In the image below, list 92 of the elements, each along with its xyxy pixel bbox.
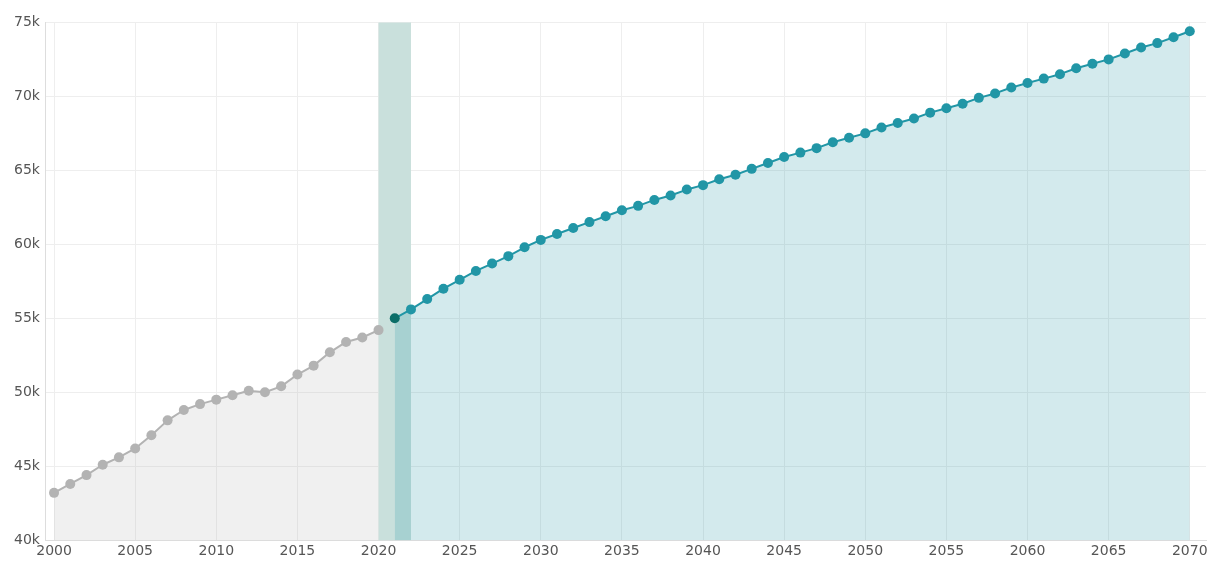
y-tick-label: 75k — [14, 13, 41, 30]
point — [827, 137, 838, 148]
point — [892, 118, 903, 128]
point — [730, 169, 741, 180]
point — [487, 258, 498, 269]
point — [438, 283, 449, 294]
point — [779, 152, 790, 163]
point — [1184, 26, 1195, 37]
point — [259, 387, 270, 398]
point — [568, 223, 579, 234]
point — [633, 200, 644, 211]
point — [681, 184, 692, 195]
point — [178, 405, 189, 416]
point — [1119, 48, 1130, 59]
point — [584, 217, 595, 228]
point — [1071, 63, 1082, 74]
point — [276, 381, 287, 392]
point — [795, 147, 806, 158]
point — [860, 128, 871, 139]
point — [1136, 42, 1147, 53]
point — [49, 487, 60, 498]
x-tick-label: 2025 — [441, 542, 478, 559]
point — [113, 452, 124, 463]
point — [454, 274, 465, 285]
point — [762, 157, 773, 168]
point — [503, 251, 514, 262]
point — [714, 174, 725, 185]
point — [616, 205, 627, 216]
point — [876, 122, 887, 133]
point — [519, 242, 530, 253]
point — [324, 347, 335, 358]
point — [600, 211, 611, 222]
point — [146, 430, 157, 441]
point — [211, 394, 222, 405]
point — [405, 304, 416, 315]
x-tick-label: 2070 — [1171, 542, 1208, 559]
point — [97, 459, 108, 470]
x-tick-label: 2060 — [1009, 542, 1046, 559]
y-tick-label: 60k — [14, 234, 41, 251]
y-tick-label: 65k — [14, 160, 41, 177]
point — [844, 132, 855, 143]
point — [665, 190, 676, 201]
point — [389, 313, 400, 324]
point — [746, 163, 757, 174]
point — [470, 265, 481, 276]
x-tick-label: 2005 — [117, 542, 153, 559]
x-tick-label: 2035 — [604, 542, 640, 559]
point — [308, 360, 319, 371]
x-tick-label: 2030 — [522, 542, 559, 559]
y-tick-label: 45k — [14, 456, 41, 473]
x-tick-label: 2055 — [928, 542, 965, 559]
point — [81, 470, 92, 481]
point — [811, 143, 822, 154]
point — [925, 107, 936, 118]
point — [130, 443, 141, 454]
x-tick-label: 2010 — [198, 542, 235, 559]
point — [941, 103, 952, 114]
point — [973, 92, 984, 103]
point — [1152, 38, 1163, 49]
point — [357, 332, 368, 343]
x-tick-label: 2050 — [847, 542, 884, 559]
point — [1006, 82, 1017, 93]
point — [243, 385, 254, 396]
point — [422, 294, 433, 305]
y-tick-label: 55k — [14, 308, 41, 325]
point — [535, 234, 546, 245]
point — [195, 399, 206, 410]
point — [1103, 54, 1114, 65]
point — [1022, 78, 1033, 89]
y-tick-label: 70k — [14, 87, 41, 104]
point — [990, 88, 1001, 99]
x-tick-label: 2065 — [1090, 542, 1127, 559]
point — [227, 390, 238, 401]
point — [649, 194, 660, 205]
y-tick-label: 50k — [14, 382, 41, 399]
point — [1087, 58, 1098, 69]
point — [552, 228, 563, 239]
point — [162, 415, 173, 426]
point — [1054, 69, 1065, 80]
x-tick-label: 2045 — [766, 542, 802, 559]
point — [957, 98, 968, 109]
x-tick-label: 2040 — [685, 542, 721, 559]
point — [341, 336, 352, 347]
point — [373, 325, 384, 336]
point — [65, 478, 76, 489]
x-tick-label: 2020 — [360, 542, 397, 559]
point — [292, 369, 303, 380]
x-tick-label: 2015 — [279, 542, 316, 559]
point — [1168, 32, 1179, 43]
point — [698, 180, 709, 191]
point — [908, 113, 919, 124]
point — [1038, 73, 1049, 84]
